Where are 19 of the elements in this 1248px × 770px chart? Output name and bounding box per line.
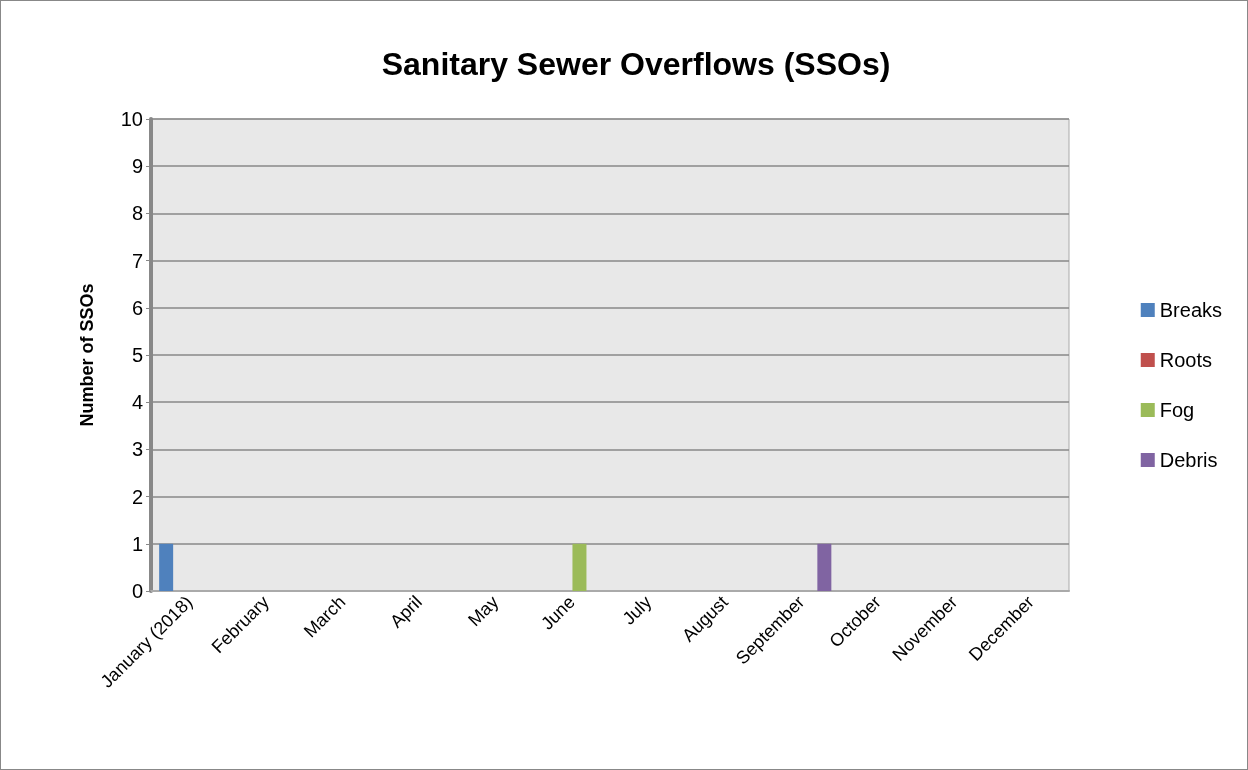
legend-label: Breaks: [1159, 299, 1222, 321]
legend-label: Debris: [1159, 449, 1218, 471]
y-tick-label: 4: [131, 391, 143, 414]
y-tick-label: 3: [131, 438, 143, 461]
y-tick-label: 7: [131, 249, 143, 272]
legend-label: Fog: [1159, 399, 1195, 421]
y-tick-label: 9: [131, 155, 143, 178]
x-tick-label: May: [464, 591, 503, 631]
y-tick-label: 8: [131, 202, 143, 225]
y-axis-title: Number of SSOs: [77, 283, 97, 427]
legend-label: Roots: [1159, 349, 1212, 371]
x-tick-label: July: [618, 591, 656, 629]
y-tick-label: 6: [131, 296, 143, 319]
y-tick-label: 5: [131, 344, 143, 366]
y-tick-label: 1: [131, 532, 143, 555]
y-tick-label: 10: [120, 108, 143, 130]
y-tick-label: 0: [131, 580, 143, 602]
y-tick-label: 2: [131, 485, 143, 508]
chart-title: Sanitary Sewer Overflows (SSOs): [381, 46, 891, 82]
